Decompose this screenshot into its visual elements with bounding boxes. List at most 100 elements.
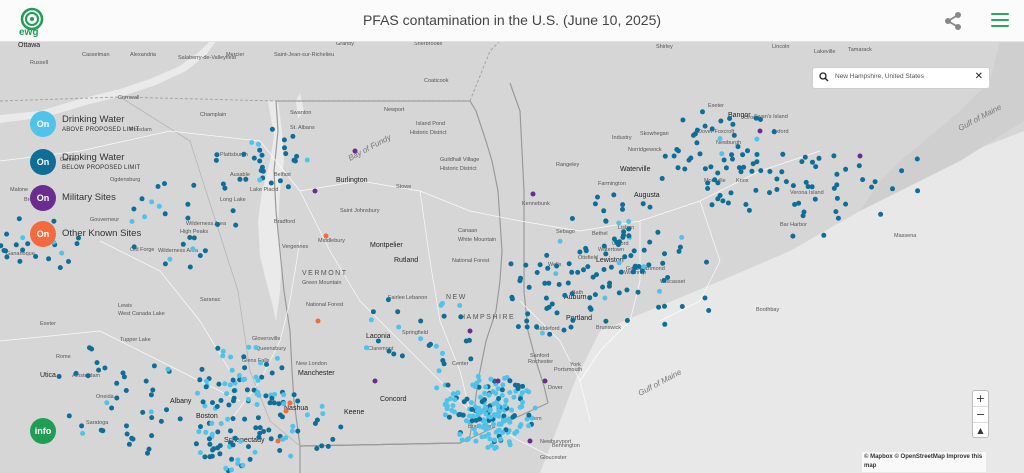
drinking-water-below-point[interactable] — [688, 155, 694, 161]
drinking-water-below-point[interactable] — [203, 384, 209, 390]
drinking-water-below-point[interactable] — [721, 157, 727, 163]
drinking-water-below-point[interactable] — [20, 247, 26, 253]
drinking-water-above-point[interactable] — [204, 378, 209, 384]
drinking-water-below-point[interactable] — [810, 159, 815, 165]
drinking-water-below-point[interactable] — [831, 153, 837, 159]
drinking-water-below-point[interactable] — [709, 126, 715, 132]
drinking-water-below-point[interactable] — [595, 194, 600, 200]
drinking-water-below-point[interactable] — [745, 148, 750, 154]
drinking-water-below-point[interactable] — [237, 377, 243, 383]
drinking-water-below-point[interactable] — [46, 256, 52, 262]
drinking-water-below-point[interactable] — [226, 402, 232, 408]
drinking-water-above-point[interactable] — [499, 392, 505, 398]
drinking-water-below-point[interactable] — [185, 215, 191, 221]
drinking-water-below-point[interactable] — [676, 248, 682, 254]
drinking-water-above-point[interactable] — [482, 390, 488, 396]
drinking-water-below-point[interactable] — [79, 423, 85, 429]
military-site-point[interactable] — [757, 128, 763, 134]
drinking-water-below-point[interactable] — [197, 377, 203, 383]
drinking-water-below-point[interactable] — [626, 233, 632, 239]
drinking-water-below-point[interactable] — [25, 241, 31, 247]
drinking-water-above-point[interactable] — [283, 435, 289, 441]
drinking-water-below-point[interactable] — [561, 327, 567, 333]
drinking-water-below-point[interactable] — [102, 365, 108, 371]
drinking-water-below-point[interactable] — [295, 398, 301, 404]
drinking-water-below-point[interactable] — [74, 241, 80, 247]
drinking-water-below-point[interactable] — [271, 400, 277, 406]
drinking-water-below-point[interactable] — [215, 345, 221, 351]
drinking-water-below-point[interactable] — [386, 348, 392, 354]
drinking-water-below-point[interactable] — [771, 129, 777, 135]
drinking-water-below-point[interactable] — [774, 176, 780, 182]
drinking-water-below-point[interactable] — [253, 425, 259, 431]
drinking-water-below-point[interactable] — [281, 137, 287, 143]
drinking-water-above-point[interactable] — [459, 437, 465, 443]
drinking-water-above-point[interactable] — [434, 385, 440, 391]
drinking-water-below-point[interactable] — [325, 443, 331, 449]
drinking-water-below-point[interactable] — [16, 216, 22, 222]
drinking-water-above-point[interactable] — [470, 382, 476, 388]
drinking-water-below-point[interactable] — [708, 164, 714, 170]
drinking-water-below-point[interactable] — [237, 176, 243, 182]
drinking-water-above-point[interactable] — [514, 429, 520, 434]
drinking-water-above-point[interactable] — [319, 403, 325, 409]
drinking-water-above-point[interactable] — [626, 219, 632, 224]
drinking-water-below-point[interactable] — [207, 441, 213, 447]
drinking-water-above-point[interactable] — [480, 418, 486, 424]
drinking-water-above-point[interactable] — [492, 446, 498, 451]
drinking-water-above-point[interactable] — [480, 424, 486, 430]
drinking-water-below-point[interactable] — [603, 251, 609, 257]
drinking-water-below-point[interactable] — [774, 187, 780, 192]
drinking-water-below-point[interactable] — [523, 262, 529, 268]
drinking-water-above-point[interactable] — [281, 392, 287, 398]
drinking-water-above-point[interactable] — [59, 250, 65, 256]
drinking-water-below-point[interactable] — [647, 239, 653, 245]
drinking-water-above-point[interactable] — [517, 424, 523, 430]
drinking-water-below-point[interactable] — [581, 267, 586, 273]
drinking-water-below-point[interactable] — [544, 306, 550, 311]
drinking-water-below-point[interactable] — [476, 384, 482, 390]
drinking-water-above-point[interactable] — [289, 428, 295, 434]
osm-attribution-link[interactable]: © OpenStreetMap — [894, 454, 945, 460]
drinking-water-above-point[interactable] — [227, 382, 233, 388]
drinking-water-below-point[interactable] — [508, 261, 514, 267]
drinking-water-below-point[interactable] — [813, 164, 819, 170]
mapbox-attribution-link[interactable]: © Mapbox — [864, 454, 893, 460]
drinking-water-below-point[interactable] — [575, 269, 581, 275]
drinking-water-below-point[interactable] — [259, 164, 265, 170]
drinking-water-above-point[interactable] — [553, 271, 559, 277]
drinking-water-below-point[interactable] — [741, 164, 747, 170]
drinking-water-below-point[interactable] — [151, 363, 157, 369]
drinking-water-above-point[interactable] — [492, 437, 498, 443]
drinking-water-below-point[interactable] — [131, 206, 137, 212]
drinking-water-above-point[interactable] — [486, 392, 492, 398]
military-site-point[interactable] — [542, 378, 548, 384]
drinking-water-above-point[interactable] — [491, 401, 497, 407]
search-box[interactable]: New Hampshire, United States ✕ — [812, 67, 990, 89]
drinking-water-above-point[interactable] — [602, 295, 608, 301]
drinking-water-below-point[interactable] — [231, 398, 236, 404]
drinking-water-below-point[interactable] — [242, 365, 248, 371]
drinking-water-above-point[interactable] — [502, 375, 508, 381]
drinking-water-below-point[interactable] — [718, 118, 724, 124]
drinking-water-below-point[interactable] — [526, 284, 532, 290]
drinking-water-below-point[interactable] — [641, 247, 647, 253]
drinking-water-below-point[interactable] — [264, 361, 269, 367]
drinking-water-below-point[interactable] — [524, 324, 530, 330]
drinking-water-below-point[interactable] — [279, 414, 285, 420]
drinking-water-below-point[interactable] — [162, 261, 168, 267]
drinking-water-below-point[interactable] — [177, 416, 183, 422]
drinking-water-above-point[interactable] — [452, 397, 458, 403]
drinking-water-below-point[interactable] — [210, 447, 215, 453]
drinking-water-below-point[interactable] — [812, 196, 818, 202]
drinking-water-below-point[interactable] — [257, 425, 263, 431]
drinking-water-below-point[interactable] — [677, 244, 683, 250]
legend-item-other-known-sites[interactable]: On Other Known Sites — [30, 221, 270, 251]
clear-search-button[interactable]: ✕ — [974, 71, 983, 82]
share-icon[interactable] — [942, 10, 964, 32]
drinking-water-above-point[interactable] — [368, 317, 374, 323]
drinking-water-above-point[interactable] — [657, 288, 662, 294]
drinking-water-below-point[interactable] — [257, 430, 263, 436]
drinking-water-below-point[interactable] — [518, 275, 523, 281]
drinking-water-below-point[interactable] — [821, 232, 827, 238]
